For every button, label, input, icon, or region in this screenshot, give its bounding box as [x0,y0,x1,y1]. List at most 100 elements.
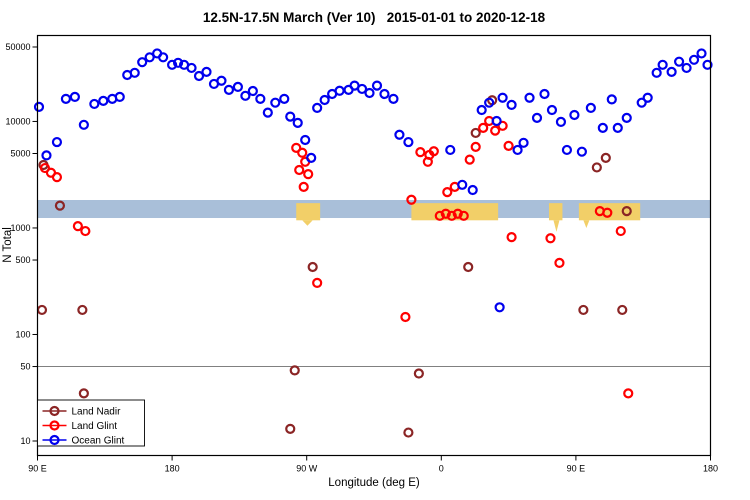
data-point-ocean-glint [262,107,273,118]
data-point-ocean-glint [403,136,414,148]
y-tick-label: 1000 [10,223,30,233]
data-point-land-glint [415,147,426,158]
data-point-land-nadir [591,162,602,173]
y-tick-label: 10 [20,436,30,446]
data-point-ocean-glint [137,57,148,68]
data-point-ocean-glint [255,93,266,104]
data-point-ocean-glint [114,91,125,102]
y-tick-label: 100 [15,329,30,339]
data-point-land-nadir [578,304,589,316]
data-point-land-glint [291,142,302,153]
data-point-ocean-glint [497,92,508,103]
data-point-land-glint [478,122,489,133]
data-point-land-nadir [463,261,474,273]
data-point-land-glint [506,232,517,243]
data-point-land-glint [434,210,445,221]
x-tick-label: 90 E [28,464,47,474]
data-point-ocean-glint [445,144,456,156]
plot-area [37,35,711,456]
data-point-ocean-glint [561,144,573,156]
data-point-ocean-glint [371,80,383,91]
blue-band [37,200,711,219]
y-tick-label: 50000 [5,42,30,52]
y-tick-label: 10000 [5,116,30,126]
data-point-ocean-glint [279,93,290,104]
data-point-land-glint [623,388,634,399]
data-point-ocean-glint [673,56,685,67]
legend-symbol [49,420,60,431]
data-point-ocean-glint [688,54,700,65]
yellow-band-patch [296,203,321,221]
data-point-ocean-glint [457,179,468,190]
y-tick-label: 5000 [10,149,30,159]
data-point-ocean-glint [476,104,487,116]
data-point-ocean-glint [518,137,529,148]
data-point-ocean-glint [467,184,478,196]
data-point-ocean-glint [388,93,399,104]
data-point-ocean-glint [484,97,495,108]
data-point-land-nadir [600,152,611,163]
data-point-ocean-glint [69,91,80,102]
data-point-ocean-glint [666,66,677,77]
data-point-ocean-glint [636,97,647,108]
legend-symbol [49,434,60,446]
yellow-band-patch [548,203,563,221]
yellow-wedge [302,220,313,226]
data-point-ocean-glint [512,144,523,156]
data-point-ocean-glint [702,59,713,70]
y-tick-label: 500 [15,255,30,265]
data-point-land-glint [602,207,613,218]
data-point-ocean-glint [216,75,227,86]
data-point-ocean-glint [223,84,235,95]
data-point-ocean-glint [696,48,707,59]
data-point-ocean-glint [597,122,608,133]
legend-label: Land Nadir [72,407,122,418]
data-point-ocean-glint [394,129,405,140]
x-tick-label: 0 [439,464,444,474]
data-point-ocean-glint [292,117,303,128]
legend-symbol [49,405,60,417]
data-point-ocean-glint [300,134,311,146]
data-point-ocean-glint [524,92,535,103]
data-point-ocean-glint [193,70,205,82]
data-point-ocean-glint [606,94,617,105]
data-point-ocean-glint [41,150,52,161]
data-point-land-glint [615,225,626,237]
data-point-land-glint [51,172,63,183]
data-point-land-glint [294,164,305,176]
data-point-ocean-glint [144,52,155,63]
y-axis-label: N Total [2,227,14,263]
data-point-land-nadir [617,304,628,316]
data-point-land-glint [80,225,91,237]
data-point-ocean-glint [612,122,623,133]
x-tick-label: 180 [165,464,180,474]
data-point-ocean-glint [270,97,281,108]
data-point-land-glint [464,154,475,165]
data-point-land-glint [490,125,501,136]
data-point-land-glint [446,210,457,221]
data-point-ocean-glint [167,59,178,70]
data-point-ocean-glint [651,67,662,78]
data-point-land-glint [458,210,469,221]
data-point-land-glint [297,147,308,158]
data-point-land-nadir [289,365,300,376]
data-point-ocean-glint [201,66,212,77]
data-point-land-nadir [470,127,481,139]
data-point-land-glint [442,187,453,198]
data-point-land-glint [545,233,556,244]
data-point-ocean-glint [379,88,390,100]
data-point-land-glint [452,208,463,219]
data-point-land-nadir [413,368,424,379]
data-point-ocean-glint [494,302,505,313]
data-point-ocean-glint [186,62,197,74]
data-point-ocean-glint [306,152,317,163]
data-point-land-nadir [54,200,66,211]
plot-generated-content: 90 E 180 90 W 0 90 E 180 10 50 100 500 1000 5000 100… [5,34,718,474]
data-point-ocean-glint [319,94,330,106]
data-point-ocean-glint [569,109,580,121]
data-point-ocean-glint [232,81,244,92]
data-point-land-nadir [78,388,89,399]
data-point-land-nadir [77,304,88,316]
